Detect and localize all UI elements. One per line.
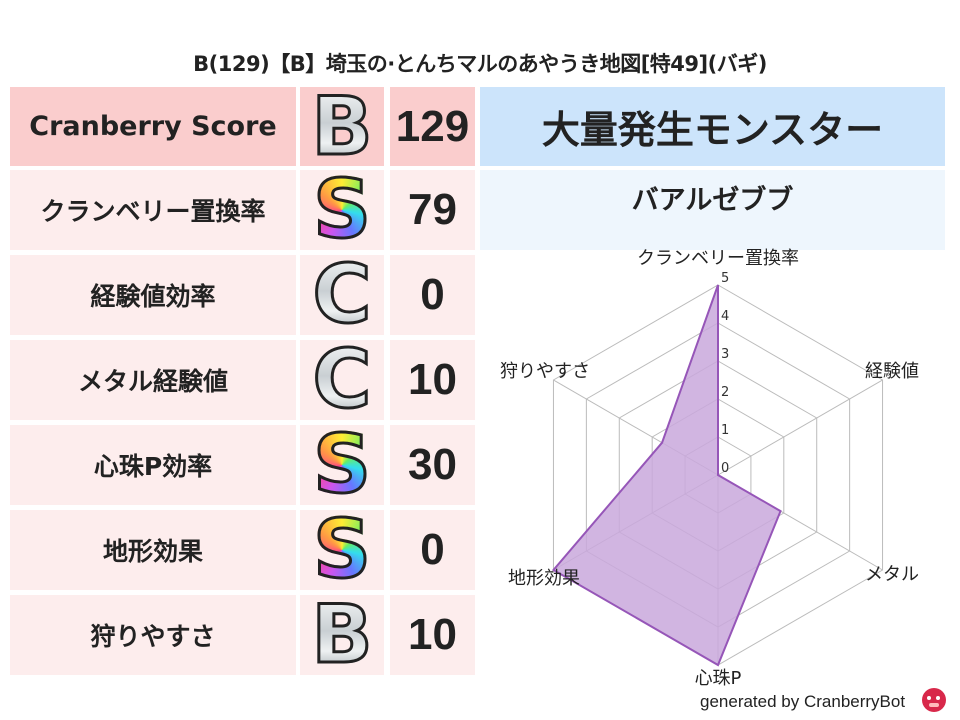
axis-label: 経験値 (865, 361, 919, 382)
row-value: 79 (390, 170, 475, 250)
grade-badge: B (310, 588, 374, 681)
grid-spoke (717, 379, 883, 476)
radial-tick-label: 5 (721, 271, 729, 286)
radial-tick-label: 4 (721, 309, 729, 324)
axis-label: 狩りやすさ (500, 361, 590, 382)
row-value: 10 (390, 340, 475, 420)
grid-ring (651, 398, 785, 552)
score-header-label: Cranberry Score (10, 87, 296, 166)
grid-spoke (553, 474, 719, 571)
grade-badge: S (312, 503, 373, 596)
row-grade: B (300, 588, 384, 681)
grid-ring (618, 360, 818, 590)
row-grade: S (300, 418, 384, 511)
monster-name: バアルゼブブ (480, 170, 945, 250)
grid-ring (552, 284, 884, 666)
row-label: 地形効果 (10, 510, 296, 590)
grid-spoke (717, 474, 883, 571)
row-grade: S (300, 163, 384, 256)
row-grade: C (300, 248, 384, 341)
radial-tick-label: 0 (721, 461, 729, 476)
row-label: 経験値効率 (10, 255, 296, 335)
grade-badge: S (312, 163, 373, 256)
radar-series-area (551, 284, 782, 667)
row-label: 狩りやすさ (10, 595, 296, 675)
grid-ring (684, 436, 752, 514)
grade-badge: B (310, 79, 374, 173)
page-title: B(129)【B】埼玉の·とんちマルのあやうき地図[特49](バギ) (193, 52, 767, 76)
score-header-grade: B (300, 79, 384, 173)
row-value: 10 (390, 595, 475, 675)
radial-tick-label: 2 (721, 385, 729, 400)
grid-spoke (553, 379, 719, 476)
grade-badge: C (311, 248, 373, 341)
monster-header: 大量発生モンスター (480, 87, 945, 166)
axis-label: 地形効果 (508, 568, 580, 589)
grade-badge: S (312, 418, 373, 511)
row-value: 30 (390, 425, 475, 505)
score-header-value: 129 (390, 87, 475, 166)
axis-label: メタル (865, 564, 919, 585)
grid-ring (585, 322, 851, 628)
row-label: メタル経験値 (10, 340, 296, 420)
radial-tick-label: 1 (721, 423, 729, 438)
row-label: クランベリー置換率 (10, 170, 296, 250)
row-label: 心珠P効率 (10, 425, 296, 505)
radial-tick-label: 3 (721, 347, 729, 362)
row-grade: C (300, 333, 384, 426)
axis-label: クランベリー置換率 (637, 248, 799, 269)
row-value: 0 (390, 510, 475, 590)
grade-badge: C (311, 333, 373, 426)
axis-label: 心珠P (695, 668, 742, 689)
footer-credit: generated by CranberryBot (700, 692, 906, 711)
row-value: 0 (390, 255, 475, 335)
row-grade: S (300, 503, 384, 596)
cranberry-bot-icon (922, 688, 946, 712)
